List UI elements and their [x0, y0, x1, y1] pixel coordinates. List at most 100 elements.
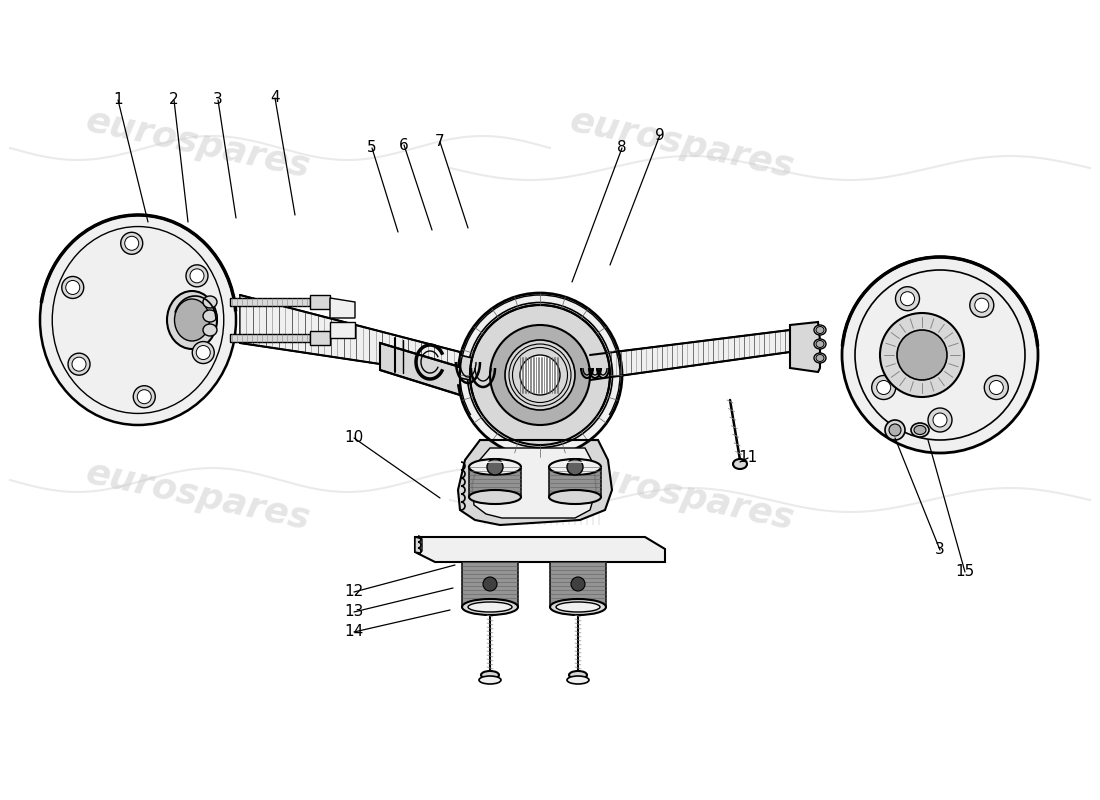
Text: 9: 9	[656, 127, 664, 142]
Circle shape	[138, 390, 152, 404]
Ellipse shape	[468, 602, 512, 612]
Circle shape	[886, 420, 905, 440]
Ellipse shape	[175, 299, 209, 341]
Ellipse shape	[40, 215, 236, 425]
Text: eurospares: eurospares	[82, 456, 314, 536]
Ellipse shape	[814, 325, 826, 335]
Ellipse shape	[204, 324, 217, 336]
Circle shape	[989, 381, 1003, 394]
Polygon shape	[240, 295, 460, 376]
Circle shape	[928, 408, 952, 432]
Polygon shape	[472, 448, 596, 518]
Ellipse shape	[469, 490, 521, 504]
Ellipse shape	[569, 671, 587, 679]
Text: eurospares: eurospares	[566, 104, 798, 184]
Text: 11: 11	[738, 450, 758, 466]
Text: 6: 6	[399, 138, 409, 153]
Polygon shape	[415, 537, 422, 553]
Polygon shape	[310, 331, 330, 345]
Ellipse shape	[549, 459, 601, 475]
Circle shape	[133, 386, 155, 408]
Circle shape	[901, 292, 914, 306]
Text: 2: 2	[169, 93, 179, 107]
Polygon shape	[330, 298, 355, 318]
Text: eurospares: eurospares	[566, 456, 798, 536]
Circle shape	[458, 293, 621, 457]
Ellipse shape	[167, 291, 217, 349]
Text: 14: 14	[344, 625, 364, 639]
Polygon shape	[230, 298, 310, 306]
Circle shape	[571, 577, 585, 591]
Text: 5: 5	[367, 141, 377, 155]
Ellipse shape	[550, 599, 606, 615]
Circle shape	[66, 281, 79, 294]
Ellipse shape	[914, 426, 926, 434]
Polygon shape	[230, 334, 310, 342]
Ellipse shape	[816, 354, 824, 362]
Circle shape	[871, 375, 895, 399]
Ellipse shape	[556, 602, 600, 612]
Polygon shape	[469, 467, 521, 497]
Circle shape	[72, 357, 86, 371]
Text: 15: 15	[956, 565, 975, 579]
Ellipse shape	[462, 599, 518, 615]
Circle shape	[970, 294, 993, 318]
Text: 12: 12	[344, 585, 364, 599]
Polygon shape	[310, 295, 330, 309]
Circle shape	[984, 375, 1009, 399]
Polygon shape	[790, 322, 820, 372]
Circle shape	[842, 257, 1038, 453]
Polygon shape	[550, 562, 606, 607]
Circle shape	[896, 330, 947, 380]
Circle shape	[196, 346, 210, 359]
Circle shape	[877, 381, 891, 394]
Circle shape	[62, 277, 84, 298]
Ellipse shape	[566, 676, 588, 684]
Circle shape	[880, 313, 964, 397]
Ellipse shape	[204, 310, 217, 322]
Text: 7: 7	[436, 134, 444, 150]
Ellipse shape	[204, 296, 217, 308]
Circle shape	[186, 265, 208, 287]
Ellipse shape	[911, 423, 930, 437]
Text: 10: 10	[344, 430, 364, 446]
Ellipse shape	[814, 353, 826, 363]
Text: 3: 3	[935, 542, 945, 558]
Circle shape	[68, 353, 90, 375]
Circle shape	[470, 305, 610, 445]
Circle shape	[483, 577, 497, 591]
Text: 4: 4	[271, 90, 279, 106]
Polygon shape	[415, 537, 666, 562]
Polygon shape	[379, 343, 460, 395]
Circle shape	[124, 236, 139, 250]
Text: 13: 13	[344, 605, 364, 619]
Polygon shape	[462, 562, 518, 607]
Ellipse shape	[549, 490, 601, 504]
Circle shape	[889, 424, 901, 436]
Polygon shape	[549, 467, 601, 497]
Circle shape	[933, 413, 947, 427]
Polygon shape	[458, 440, 612, 525]
Circle shape	[975, 298, 989, 312]
Polygon shape	[330, 322, 355, 338]
Ellipse shape	[478, 676, 500, 684]
Circle shape	[121, 232, 143, 254]
Circle shape	[190, 269, 204, 283]
Circle shape	[895, 286, 920, 310]
Polygon shape	[590, 330, 790, 380]
Ellipse shape	[469, 459, 521, 475]
Ellipse shape	[733, 459, 747, 469]
Circle shape	[505, 340, 575, 410]
Ellipse shape	[816, 341, 824, 347]
Ellipse shape	[481, 671, 499, 679]
Circle shape	[566, 459, 583, 475]
Circle shape	[520, 355, 560, 395]
Text: eurospares: eurospares	[82, 104, 314, 184]
Circle shape	[490, 325, 590, 425]
Circle shape	[192, 342, 215, 363]
Ellipse shape	[816, 326, 824, 334]
Text: 1: 1	[113, 93, 123, 107]
Text: 8: 8	[617, 141, 627, 155]
Text: 3: 3	[213, 93, 223, 107]
Ellipse shape	[814, 339, 826, 349]
